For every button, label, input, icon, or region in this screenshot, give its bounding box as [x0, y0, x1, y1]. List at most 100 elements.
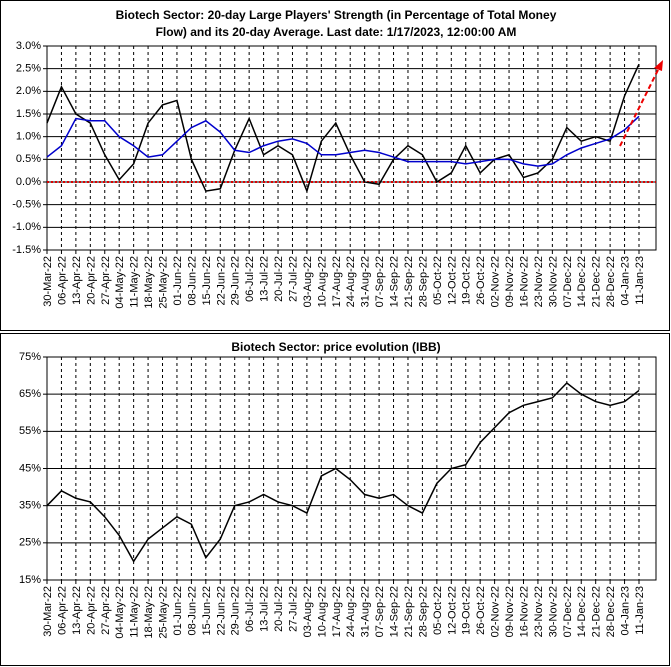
x-tick-label: 30-Nov-22: [547, 586, 559, 637]
x-tick-label: 31-Aug-22: [360, 586, 372, 637]
x-tick-label: 16-Nov-22: [518, 586, 530, 637]
y-tick-label: 1.0%: [16, 131, 41, 143]
x-tick-label: 13-Apr-22: [71, 586, 83, 635]
x-tick-label: 13-Jul-22: [259, 256, 271, 302]
y-tick-label: 15%: [19, 574, 41, 586]
x-tick-label: 07-Dec-22: [562, 256, 574, 307]
x-tick-label: 20-Jul-22: [273, 586, 285, 632]
x-tick-label: 14-Dec-22: [576, 256, 588, 307]
x-tick-label: 24-Aug-22: [345, 256, 357, 307]
x-tick-label: 28-Dec-22: [605, 256, 617, 307]
data-line: [46, 115, 640, 167]
y-tick-label: 65%: [19, 388, 41, 400]
x-tick-label: 21-Sep-22: [403, 256, 415, 307]
x-tick-label: 08-Jun-22: [186, 256, 198, 306]
x-tick-label: 01-Jun-22: [172, 586, 184, 636]
x-tick-label: 30-Nov-22: [547, 256, 559, 307]
x-tick-label: 07-Sep-22: [374, 586, 386, 637]
x-tick-label: 14-Sep-22: [389, 256, 401, 307]
x-tick-label: 05-Oct-22: [432, 586, 444, 635]
x-tick-label: 28-Sep-22: [417, 586, 429, 637]
x-tick-label: 12-Oct-22: [446, 256, 458, 305]
x-tick-label: 13-Apr-22: [71, 256, 83, 305]
y-tick-label: -1.0%: [12, 221, 41, 233]
x-tick-label: 07-Dec-22: [562, 586, 574, 637]
x-tick-label: 04-Jan-23: [620, 586, 632, 636]
x-tick-label: 10-Aug-22: [316, 586, 328, 637]
x-tick-label: 28-Dec-22: [605, 586, 617, 637]
x-tick-label: 15-Jun-22: [201, 586, 213, 636]
x-tick-label: 14-Sep-22: [389, 586, 401, 637]
x-tick-label: 08-Jun-22: [186, 586, 198, 636]
x-tick-label: 06-Apr-22: [56, 586, 68, 635]
data-line: [46, 63, 640, 194]
x-tick-label: 27-Jul-22: [287, 586, 299, 632]
x-tick-label: 07-Sep-22: [374, 256, 386, 307]
x-tick-label: 29-Jun-22: [230, 586, 242, 636]
x-tick-label: 19-Oct-22: [461, 586, 473, 635]
x-tick-label: 04-Jan-23: [620, 256, 632, 306]
x-tick-label: 25-May-22: [158, 586, 170, 639]
x-tick-label: 17-Aug-22: [331, 256, 343, 307]
x-tick-label: 06-Jul-22: [244, 586, 256, 632]
x-tick-label: 01-Jun-22: [172, 256, 184, 306]
y-tick-label: 0.5%: [16, 153, 41, 165]
y-tick-label: -0.5%: [12, 199, 41, 211]
x-tick-label: 06-Apr-22: [56, 256, 68, 305]
chart-title: Biotech Sector: 20-day Large Players' St…: [116, 8, 557, 22]
x-tick-label: 05-Oct-22: [432, 256, 444, 305]
x-tick-label: 09-Nov-22: [504, 586, 516, 637]
trend-arrow-head: [654, 60, 663, 71]
y-tick-label: 75%: [19, 351, 41, 363]
x-tick-label: 11-May-22: [129, 256, 141, 308]
x-tick-label: 27-Jul-22: [287, 256, 299, 302]
x-tick-label: 03-Aug-22: [302, 256, 314, 307]
y-tick-label: 45%: [19, 462, 41, 474]
x-tick-label: 04-May-22: [114, 256, 126, 309]
x-tick-label: 23-Nov-22: [533, 586, 545, 637]
x-tick-label: 09-Nov-22: [504, 256, 516, 307]
x-tick-label: 04-May-22: [114, 586, 126, 639]
x-tick-label: 25-May-22: [158, 256, 170, 309]
x-tick-label: 30-Mar-22: [42, 256, 54, 307]
x-tick-label: 18-May-22: [143, 256, 155, 309]
x-tick-label: 21-Sep-22: [403, 586, 415, 637]
y-tick-label: 55%: [19, 425, 41, 437]
x-tick-label: 20-Apr-22: [85, 586, 97, 635]
y-tick-label: 2.5%: [16, 63, 41, 75]
x-tick-label: 15-Jun-22: [201, 256, 213, 306]
y-tick-label: 35%: [19, 500, 41, 512]
x-tick-label: 17-Aug-22: [331, 586, 343, 637]
x-tick-label: 22-Jun-22: [215, 256, 227, 306]
x-tick-label: 12-Oct-22: [446, 586, 458, 635]
x-tick-label: 11-May-22: [129, 586, 141, 638]
x-tick-label: 24-Aug-22: [345, 586, 357, 637]
y-tick-label: -1.5%: [12, 244, 41, 256]
x-tick-label: 27-Apr-22: [100, 586, 112, 635]
x-tick-label: 10-Aug-22: [316, 256, 328, 307]
x-tick-label: 31-Aug-22: [360, 256, 372, 307]
x-tick-label: 02-Nov-22: [490, 586, 502, 637]
x-tick-label: 14-Dec-22: [576, 586, 588, 637]
x-tick-label: 03-Aug-22: [302, 586, 314, 637]
x-tick-label: 13-Jul-22: [259, 586, 271, 632]
y-tick-label: 1.5%: [16, 108, 41, 120]
x-tick-label: 27-Apr-22: [100, 256, 112, 305]
y-tick-label: 3.0%: [16, 40, 41, 52]
trend-arrow: [619, 65, 661, 147]
x-tick-label: 21-Dec-22: [591, 586, 603, 637]
chart-title: Flow) and its 20-day Average. Last date:…: [156, 25, 517, 39]
x-tick-label: 20-Jul-22: [273, 256, 285, 302]
x-tick-label: 02-Nov-22: [490, 256, 502, 307]
x-tick-label: 11-Jan-23: [634, 586, 646, 635]
x-tick-label: 23-Nov-22: [533, 256, 545, 307]
x-tick-label: 06-Jul-22: [244, 256, 256, 302]
x-tick-label: 19-Oct-22: [461, 256, 473, 305]
y-tick-label: 2.0%: [16, 85, 41, 97]
chart-title: Biotech Sector: price evolution (IBB): [231, 340, 440, 354]
x-tick-label: 21-Dec-22: [591, 256, 603, 307]
data-line: [46, 382, 640, 563]
x-tick-label: 20-Apr-22: [85, 256, 97, 305]
x-tick-label: 22-Jun-22: [215, 586, 227, 636]
